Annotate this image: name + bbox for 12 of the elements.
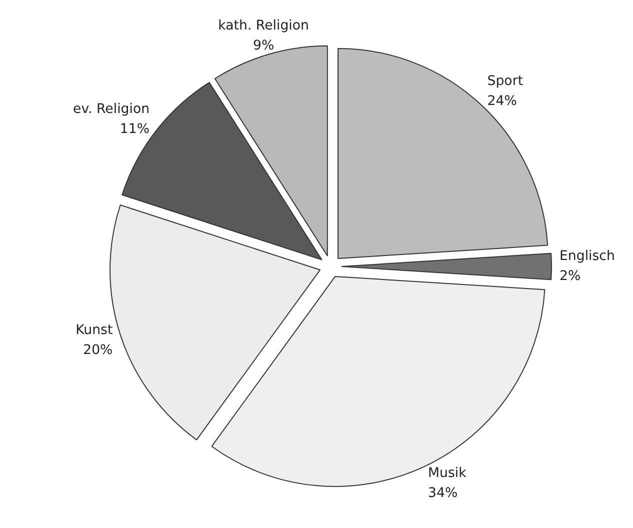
data-label: 2% xyxy=(560,269,581,284)
data-label: 20% xyxy=(83,343,113,358)
data-label: 34% xyxy=(428,486,458,502)
slice-label: Musik xyxy=(428,466,467,482)
data-label: 24% xyxy=(487,94,517,110)
slice-label: Sport xyxy=(487,74,524,90)
slice-label: Englisch xyxy=(560,249,615,264)
slice-label: ev. Religion xyxy=(72,102,150,117)
data-label: 11% xyxy=(120,122,150,137)
slice-label: Kunst xyxy=(76,323,113,338)
slice-label: kath. Religion xyxy=(218,18,309,34)
data-label: 9% xyxy=(252,38,274,54)
